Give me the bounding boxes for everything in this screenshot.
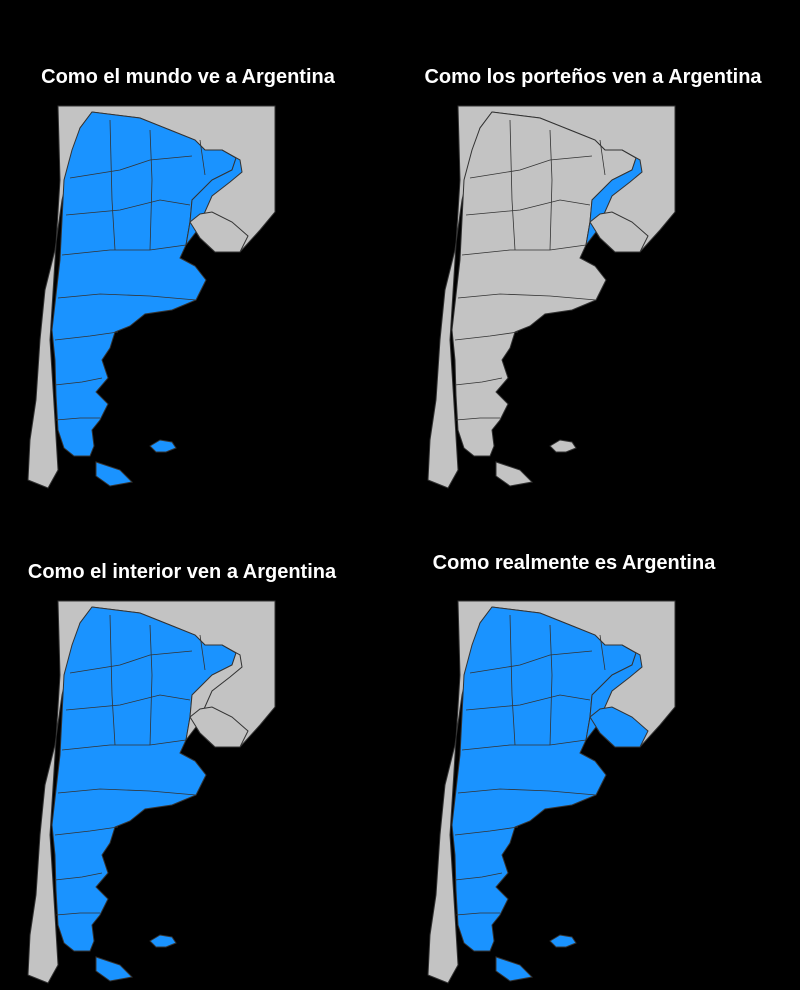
- region-tierra-del-fuego: [495, 461, 534, 487]
- province-border: [457, 788, 597, 796]
- panel-title: Como el interior ven a Argentina: [27, 561, 337, 583]
- province-border: [599, 139, 606, 176]
- province-border: [69, 650, 193, 674]
- province-border: [61, 244, 187, 256]
- province-border: [454, 377, 503, 386]
- province-border: [109, 119, 116, 251]
- province-border: [454, 826, 519, 836]
- province-border: [54, 377, 103, 386]
- province-border: [54, 872, 103, 881]
- province-border: [55, 417, 100, 421]
- panel-title: Como los porteños ven a Argentina: [424, 66, 762, 88]
- panel-mundo: Como el mundo ve a Argentina: [0, 0, 400, 495]
- province-border: [65, 694, 191, 711]
- province-border: [455, 912, 500, 916]
- province-border: [57, 788, 197, 796]
- province-border: [454, 331, 519, 341]
- province-border: [465, 694, 591, 711]
- panel-portenos: Como los porteños ven a Argentina: [400, 0, 800, 495]
- region-uruguay: [189, 706, 249, 748]
- province-border: [454, 872, 503, 881]
- province-border: [61, 739, 187, 751]
- region-uruguay: [189, 211, 249, 253]
- argentina-map: [27, 105, 276, 489]
- region-malvinas: [549, 439, 577, 453]
- province-border: [69, 155, 193, 179]
- region-mainland: [451, 606, 637, 952]
- province-border: [54, 826, 119, 836]
- panel-interior: Como el interior ven a Argentina: [0, 495, 400, 990]
- province-border: [65, 199, 191, 216]
- province-border: [455, 417, 500, 421]
- argentina-map: [427, 600, 676, 984]
- province-border: [57, 293, 197, 301]
- argentina-map: [427, 105, 676, 489]
- region-malvinas: [549, 934, 577, 948]
- province-border: [549, 129, 553, 251]
- province-border: [457, 293, 597, 301]
- region-mainland: [51, 606, 237, 952]
- panel-title: Como realmente es Argentina: [432, 552, 716, 574]
- province-border: [149, 129, 153, 251]
- province-border: [54, 331, 119, 341]
- province-border: [549, 624, 553, 746]
- province-border: [109, 614, 116, 746]
- province-border: [461, 244, 587, 256]
- province-border: [465, 199, 591, 216]
- region-tierra-del-fuego: [95, 956, 134, 982]
- province-border: [599, 634, 606, 671]
- region-uruguay: [589, 706, 649, 748]
- province-border: [509, 614, 516, 746]
- region-mainland: [51, 111, 237, 457]
- region-malvinas: [149, 439, 177, 453]
- province-border: [149, 624, 153, 746]
- province-border: [199, 634, 206, 671]
- province-border: [509, 119, 516, 251]
- province-border: [461, 739, 587, 751]
- province-border: [469, 155, 593, 179]
- panel-realmente: Como realmente es Argentina: [400, 495, 800, 990]
- region-tierra-del-fuego: [495, 956, 534, 982]
- region-uruguay: [589, 211, 649, 253]
- province-border: [199, 139, 206, 176]
- province-border: [55, 912, 100, 916]
- region-mainland: [451, 111, 637, 457]
- panel-title: Como el mundo ve a Argentina: [41, 66, 335, 88]
- region-tierra-del-fuego: [95, 461, 134, 487]
- region-malvinas: [149, 934, 177, 948]
- province-border: [469, 650, 593, 674]
- argentina-map: [27, 600, 276, 984]
